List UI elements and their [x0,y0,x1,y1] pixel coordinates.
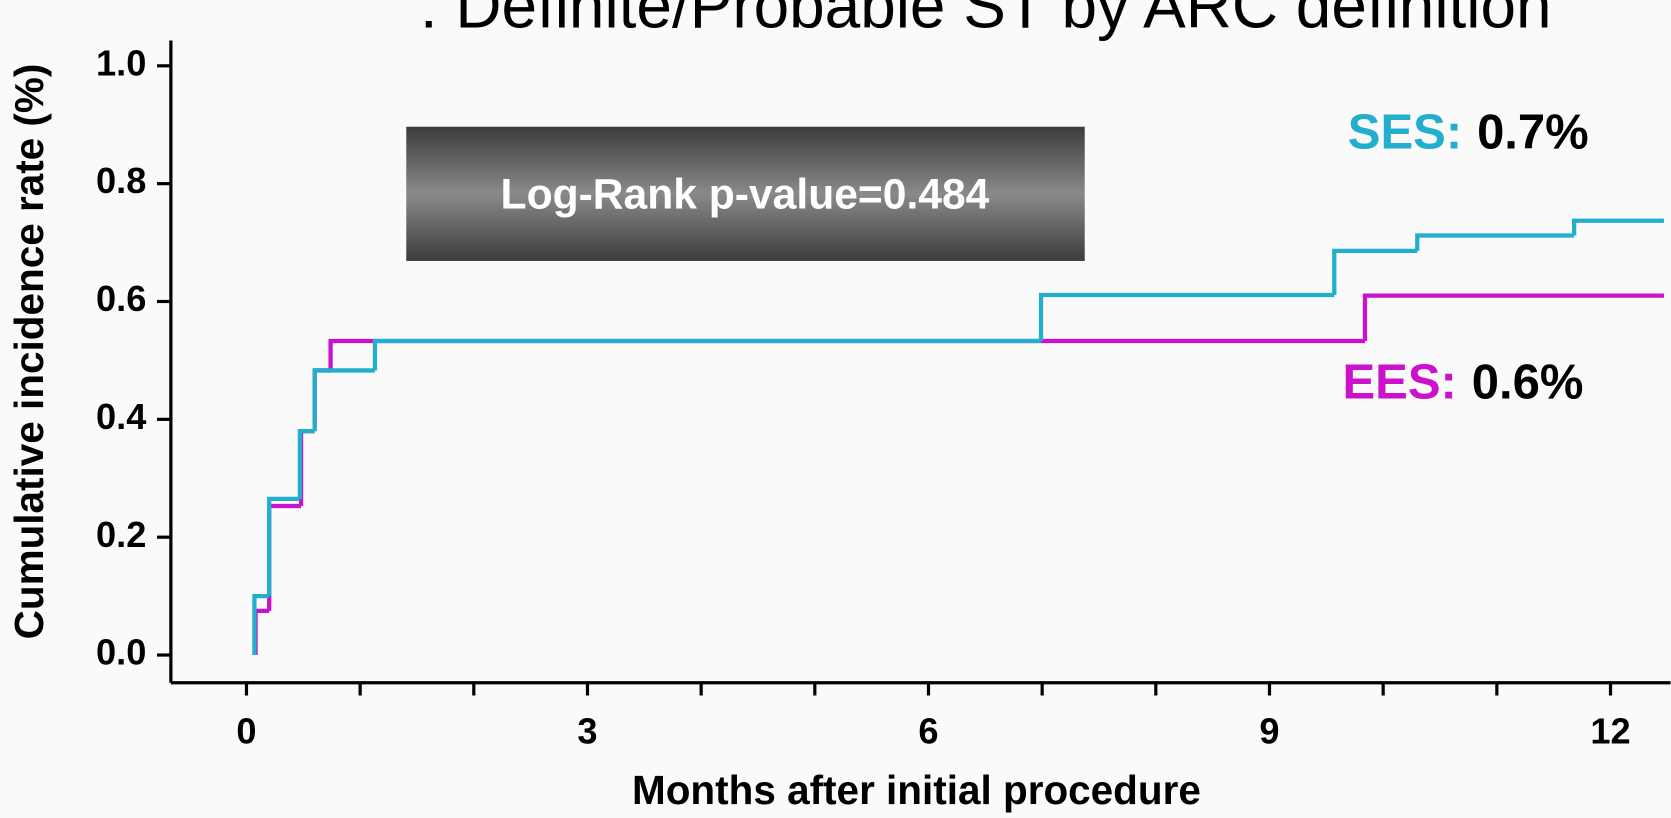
y-tick-label: 0.8 [96,160,146,201]
step-segment [1415,233,1575,251]
x-tick-label: 9 [1259,710,1279,751]
x-tick-label: 0 [236,710,256,751]
legend-entry: SES: [1348,105,1462,159]
final-value-label: 0.6% [1472,356,1584,410]
series-label: SES: 0.7% [1348,105,1589,159]
final-value-label: 0.7% [1477,105,1589,159]
y-tick-label: 0.4 [96,396,146,437]
step-segment [1572,218,1664,236]
y-tick-label: 0.2 [96,514,146,555]
series-label: EES: 0.6% [1342,356,1583,410]
step-segment [267,496,300,597]
step-segment [1362,293,1664,341]
step-segment [252,593,270,656]
x-axis-title: Months after initial procedure [632,767,1201,813]
step-segment [372,338,1042,371]
x-tick-label: 3 [577,710,597,751]
legend-entry: EES: [1342,356,1456,410]
step-segment [312,368,375,432]
y-axis-title: Cumulative incidence rate (%) [6,64,52,640]
step-segment [297,429,315,499]
y-tick-label: 0.6 [96,278,146,319]
y-tick-label: 0.0 [96,632,146,673]
annotation: Log-Rank p-value=0.484 [501,170,990,218]
step-segment [1332,248,1418,296]
step-segment [1038,292,1335,341]
x-tick-label: 12 [1590,710,1630,751]
y-tick-label: 1.0 [96,42,146,83]
annotation-box [406,126,1085,261]
x-tick-label: 6 [918,710,938,751]
chart-title: : Definite/Probable ST by ARC definition [420,0,1552,42]
